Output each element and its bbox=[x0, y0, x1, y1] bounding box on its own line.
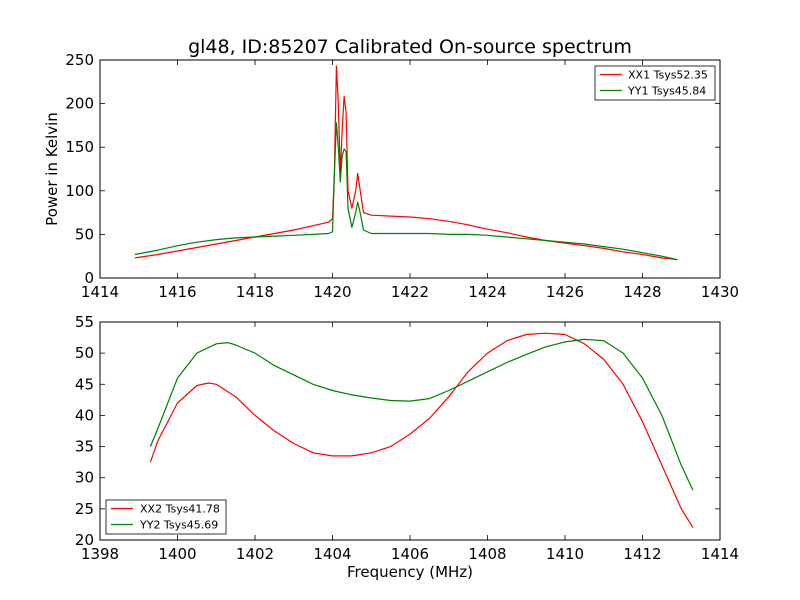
top-panel: gl48, ID:85207 Calibrated On-source spec… bbox=[43, 36, 739, 301]
top-y-tick-label: 200 bbox=[65, 95, 94, 113]
bottom-x-tick-label: 1412 bbox=[623, 545, 661, 563]
top-plot-frame bbox=[99, 59, 721, 279]
top-y-tick-label: 250 bbox=[65, 51, 94, 69]
bottom-legend-label-yy2: YY2 Tsys45.69 bbox=[139, 519, 218, 532]
bottom-plot-frame bbox=[99, 321, 721, 541]
top-legend-label-xx1: XX1 Tsys52.35 bbox=[628, 69, 708, 82]
bottom-series-layer bbox=[149, 332, 694, 528]
bottom-y-tick-label: 30 bbox=[75, 469, 94, 487]
bottom-y-tick-label: 50 bbox=[75, 344, 94, 362]
bottom-y-tick-label: 40 bbox=[75, 406, 94, 424]
bottom-xlabel: Frequency (MHz) bbox=[347, 563, 473, 581]
bottom-x-tick-label: 1400 bbox=[158, 545, 196, 563]
bottom-legend-box bbox=[105, 499, 227, 535]
top-x-tick-label: 1422 bbox=[391, 283, 429, 301]
bottom-ticks-layer: 1398 1400 1402 1404 1406 1408 1410 1412 1414 20 25… bbox=[75, 313, 739, 563]
bottom-series-line-0 bbox=[149, 332, 694, 528]
top-x-tick-label: 1420 bbox=[313, 283, 351, 301]
bottom-series-line-1 bbox=[149, 338, 694, 491]
bottom-x-tick-label: 1402 bbox=[236, 545, 274, 563]
top-x-tick-label: 1426 bbox=[546, 283, 584, 301]
bottom-y-tick-label: 45 bbox=[75, 375, 94, 393]
bottom-x-tick-label: 1410 bbox=[546, 545, 584, 563]
bottom-legend: XX2 Tsys41.78 YY2 Tsys45.69 bbox=[105, 499, 227, 535]
top-ylabel: Power in Kelvin bbox=[43, 112, 61, 226]
top-legend-box bbox=[594, 65, 716, 101]
top-y-tick-label: 100 bbox=[65, 182, 94, 200]
bottom-legend-label-xx2: XX2 Tsys41.78 bbox=[140, 503, 220, 516]
bottom-x-tick-label: 1408 bbox=[468, 545, 506, 563]
top-x-tick-label: 1424 bbox=[468, 283, 506, 301]
top-x-tick-label: 1414 bbox=[81, 283, 119, 301]
top-x-tick-label: 1428 bbox=[623, 283, 661, 301]
top-series-layer bbox=[134, 65, 678, 261]
top-legend: XX1 Tsys52.35 YY1 Tsys45.84 bbox=[594, 65, 716, 101]
top-x-tick-label: 1416 bbox=[158, 283, 196, 301]
bottom-x-tick-label: 1406 bbox=[391, 545, 429, 563]
top-y-tick-label: 0 bbox=[84, 269, 94, 287]
bottom-y-tick-label: 55 bbox=[75, 313, 94, 331]
top-y-tick-label: 150 bbox=[65, 138, 94, 156]
top-x-tick-label: 1430 bbox=[701, 283, 739, 301]
bottom-x-tick-label: 1414 bbox=[701, 545, 739, 563]
top-series-line-1 bbox=[134, 122, 678, 261]
chart-title: gl48, ID:85207 Calibrated On-source spec… bbox=[188, 36, 632, 58]
bottom-x-tick-label: 1398 bbox=[81, 545, 119, 563]
top-y-tick-label: 50 bbox=[75, 225, 94, 243]
bottom-x-tick-label: 1404 bbox=[313, 545, 351, 563]
top-ticks-layer: 1414 1416 1418 1420 1422 1424 1426 1428 1430 0 50 1… bbox=[65, 51, 739, 301]
bottom-y-tick-label: 20 bbox=[75, 531, 94, 549]
top-legend-label-yy1: YY1 Tsys45.84 bbox=[627, 85, 706, 98]
bottom-panel: Frequency (MHz) 1398 1400 1402 1404 1406 1408… bbox=[75, 313, 739, 581]
top-x-tick-label: 1418 bbox=[236, 283, 274, 301]
bottom-y-tick-label: 35 bbox=[75, 438, 94, 456]
bottom-y-tick-label: 25 bbox=[75, 500, 94, 518]
